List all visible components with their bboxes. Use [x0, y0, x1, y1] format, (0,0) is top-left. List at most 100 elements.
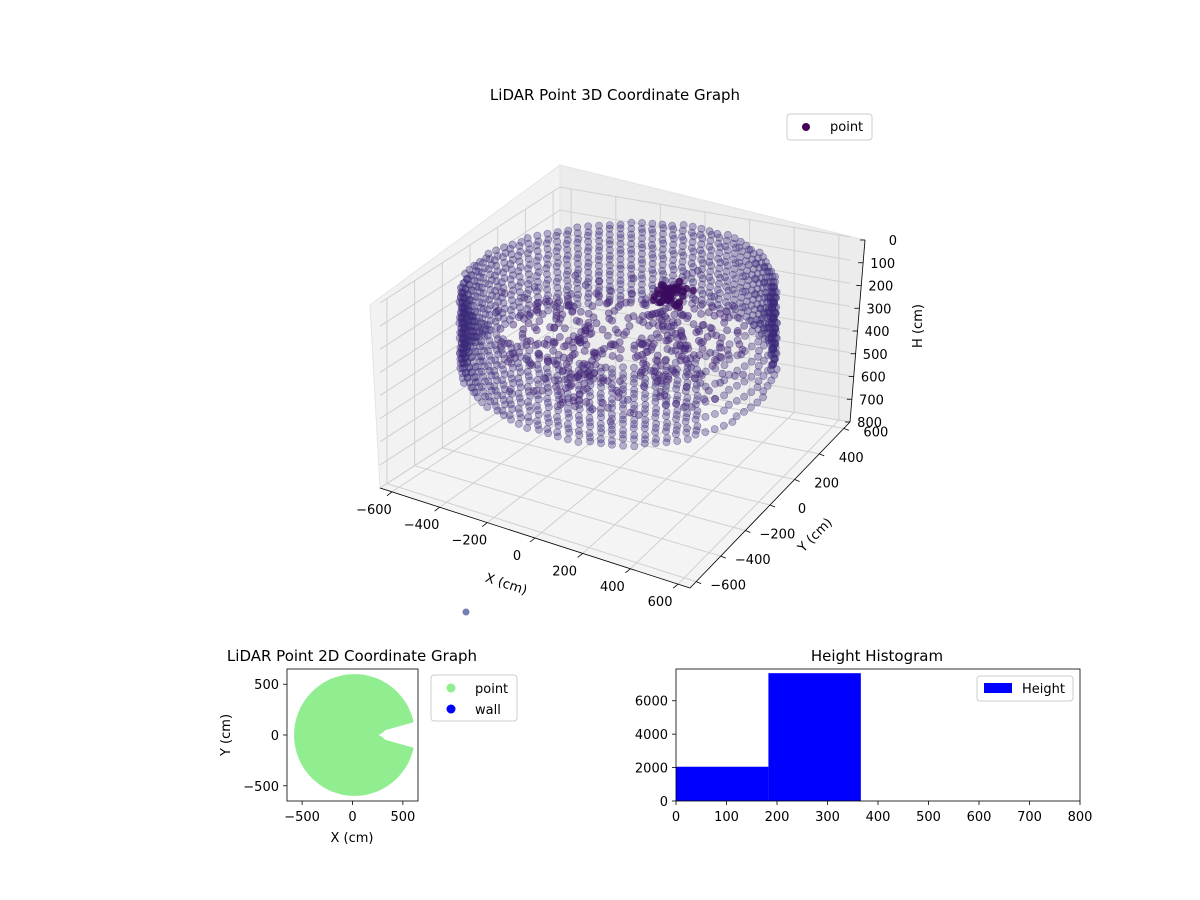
point-3d: [655, 298, 664, 307]
point-3d: [747, 388, 756, 396]
point-3d: [661, 312, 670, 321]
histogram-bar: [768, 673, 861, 801]
point-3d: [630, 400, 639, 409]
point-3d: [530, 283, 539, 291]
point-3d: [722, 307, 731, 316]
point-3d: [563, 245, 572, 254]
point-3d: [514, 389, 523, 398]
point-3d: [586, 392, 594, 401]
point-3d: [730, 264, 739, 273]
point-3d: [641, 435, 649, 444]
point-3d: [505, 387, 514, 396]
y-axis-label-2d: Y (cm): [219, 714, 234, 757]
point-3d: [710, 292, 719, 301]
point-3d: [638, 234, 646, 243]
point-3d: [638, 228, 647, 237]
point-3d: [713, 300, 722, 309]
point-3d: [698, 274, 707, 283]
point-3d: [631, 353, 640, 362]
point-3d: [736, 237, 745, 246]
point-3d: [663, 345, 672, 353]
point-3d: [585, 414, 594, 422]
point-3d: [676, 309, 685, 318]
point-3d: [669, 240, 678, 249]
point-3d: [721, 257, 730, 266]
point-3d: [736, 299, 744, 308]
point-3d: [720, 318, 729, 327]
point-3d: [715, 279, 723, 288]
point-3d: [485, 336, 494, 345]
point-3d: [680, 403, 688, 412]
point-3d: [557, 388, 565, 396]
point-3d: [473, 393, 482, 402]
point-3d: [608, 425, 616, 434]
grid-line: [414, 465, 721, 557]
point-3d: [559, 366, 567, 375]
point-3d: [573, 254, 582, 262]
point-3d: [594, 286, 603, 295]
point-3d: [554, 319, 563, 327]
point-3d: [658, 307, 667, 316]
point-3d: [584, 247, 592, 256]
y-tick-label-3d: 400: [839, 451, 864, 466]
point-3d: [698, 280, 706, 289]
point-3d: [738, 303, 747, 311]
point-3d: [621, 298, 630, 307]
point-3d: [704, 308, 713, 317]
point-3d: [562, 341, 571, 350]
point-3d: [662, 400, 671, 409]
point-3d: [681, 417, 690, 426]
point-3d: [616, 286, 625, 294]
point-3d: [721, 273, 729, 282]
point-3d: [627, 264, 636, 273]
point-3d: [690, 374, 699, 383]
point-3d: [534, 268, 543, 276]
point-3d: [477, 367, 486, 376]
point-3d: [720, 406, 728, 415]
point-3d: [472, 388, 480, 397]
point-3d: [738, 287, 747, 296]
point-3d: [710, 425, 719, 433]
point-3d: [706, 323, 715, 332]
point-3d: [641, 420, 649, 429]
point-3d: [725, 340, 734, 349]
point-3d: [595, 298, 604, 307]
point-3d: [722, 282, 730, 291]
point-3d: [630, 389, 638, 398]
point-3d: [608, 436, 616, 445]
point-3d: [589, 313, 598, 322]
point-3d: [620, 331, 628, 339]
point-3d: [741, 272, 750, 281]
x-tick-3d: [529, 537, 536, 543]
point-3d: [560, 342, 568, 351]
point-3d: [563, 291, 572, 300]
point-3d: [608, 399, 616, 408]
h-tick-label-3d: 300: [867, 302, 892, 317]
point-3d: [753, 398, 762, 407]
point-3d: [569, 302, 578, 311]
point-3d: [504, 339, 512, 348]
h-tick-label-3d: 800: [857, 416, 882, 431]
point-3d: [616, 239, 625, 248]
point-3d: [544, 250, 553, 259]
point-3d: [598, 398, 607, 407]
point-3d: [658, 245, 667, 254]
point-3d: [459, 359, 468, 368]
point-3d: [542, 264, 551, 273]
point-3d: [701, 412, 710, 421]
point-3d: [575, 317, 584, 326]
point-3d: [673, 376, 682, 385]
point-3d: [677, 331, 685, 340]
grid-line: [379, 325, 851, 443]
point-3d: [689, 232, 698, 241]
point-3d: [716, 258, 725, 267]
point-3d: [689, 247, 698, 256]
point-3d: [556, 400, 565, 409]
point-3d: [509, 271, 517, 280]
y-axis-label-3d: Y (cm): [795, 515, 836, 556]
point-3d: [558, 310, 567, 319]
point-3d: [526, 406, 535, 415]
point-3d: [543, 260, 552, 269]
point-3d: [724, 230, 732, 239]
point-3d: [616, 249, 625, 258]
